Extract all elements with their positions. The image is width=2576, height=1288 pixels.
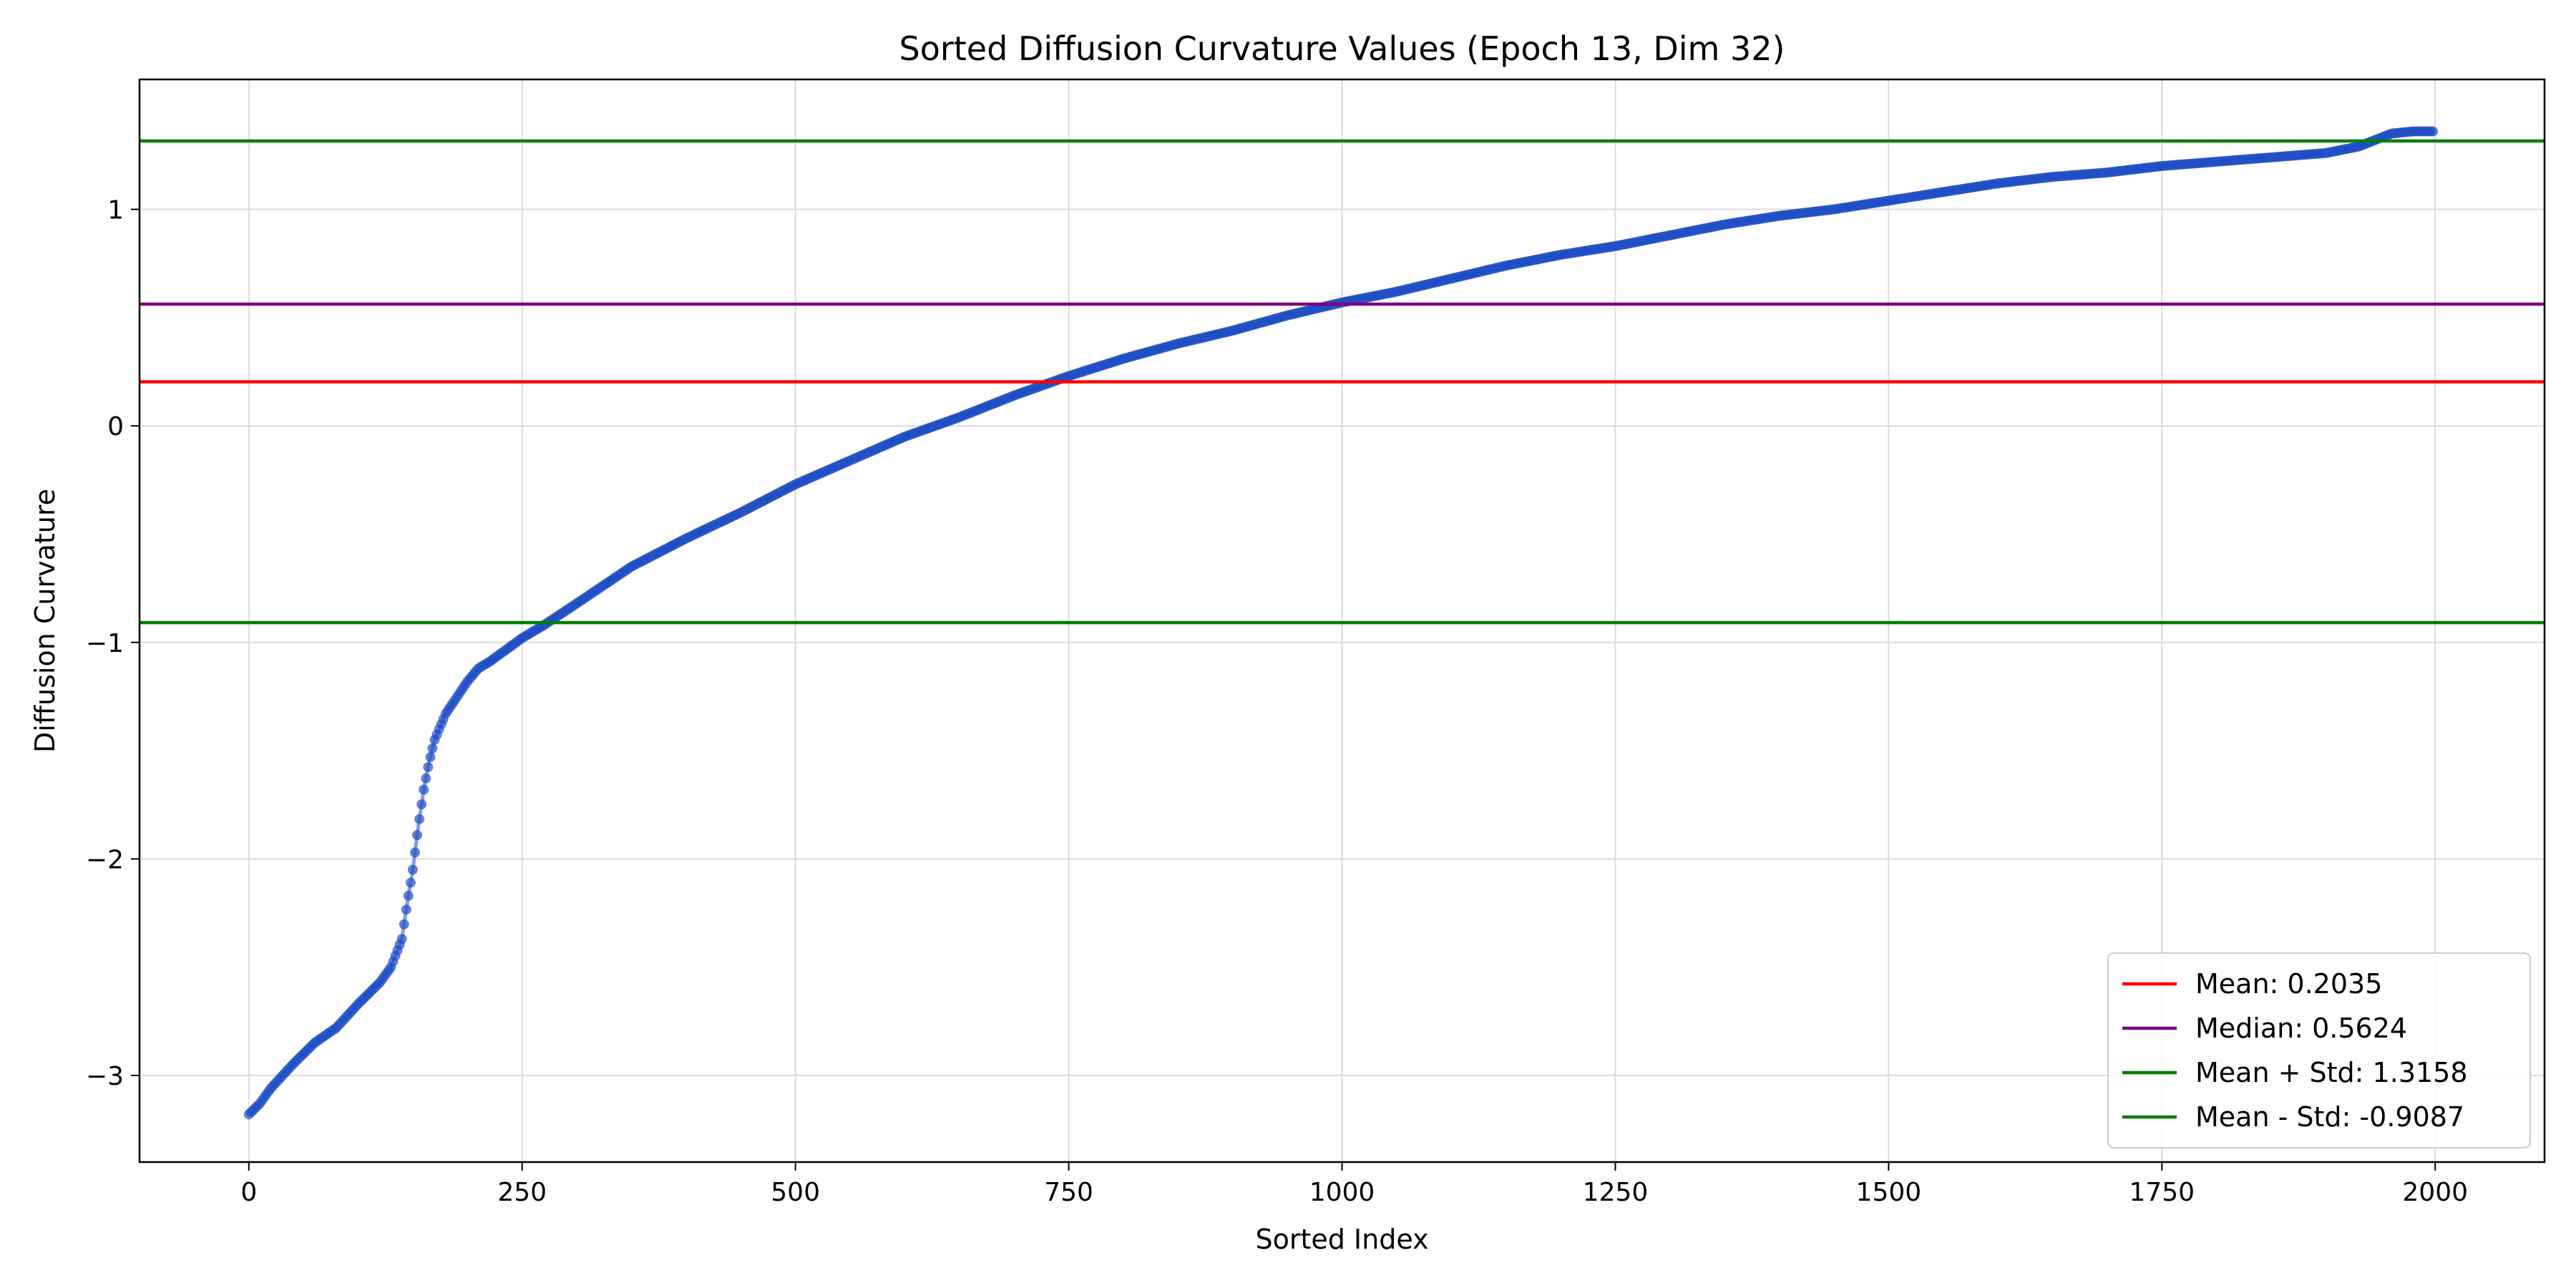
x-tick-label: 1250 bbox=[1583, 1178, 1649, 1207]
data-point bbox=[427, 743, 438, 753]
legend-label: Median: 0.5624 bbox=[2195, 1013, 2407, 1044]
x-tick-label: 1500 bbox=[1856, 1178, 1922, 1207]
tick-layer: 0 250 500 750 1000 1250 1500 1750 2000 −3 −2 −1 0 1 bbox=[86, 196, 2468, 1207]
legend-label: Mean - Std: -0.9087 bbox=[2195, 1101, 2464, 1133]
y-tick-label: 1 bbox=[107, 196, 124, 225]
legend-box bbox=[2107, 952, 2531, 1148]
data-point bbox=[403, 890, 414, 901]
data-point bbox=[2428, 126, 2439, 137]
y-tick-label: 0 bbox=[107, 412, 124, 441]
x-tick-label: 1750 bbox=[2129, 1178, 2195, 1207]
y-tick-label: −3 bbox=[86, 1062, 124, 1091]
data-point bbox=[421, 773, 431, 784]
data-point bbox=[407, 864, 418, 875]
data-layer bbox=[243, 126, 2439, 1120]
y-axis-label: Diffusion Curvature bbox=[29, 489, 61, 753]
legend-label: Mean + Std: 1.3158 bbox=[2195, 1057, 2468, 1088]
legend: Mean: 0.2035 Median: 0.5624 Mean + Std: 1.… bbox=[2107, 952, 2531, 1148]
y-tick-label: −1 bbox=[86, 629, 124, 658]
data-point bbox=[419, 784, 429, 795]
data-point bbox=[423, 762, 434, 773]
x-tick-label: 1000 bbox=[1309, 1178, 1375, 1207]
x-tick-label: 2000 bbox=[2402, 1178, 2468, 1207]
data-point bbox=[396, 934, 407, 945]
x-tick-label: 500 bbox=[771, 1178, 820, 1207]
x-tick-label: 250 bbox=[497, 1178, 547, 1207]
x-tick-label: 750 bbox=[1044, 1178, 1093, 1207]
data-point bbox=[399, 919, 409, 930]
data-point bbox=[410, 847, 420, 858]
chart-title: Sorted Diffusion Curvature Values (Epoch… bbox=[899, 29, 1785, 68]
legend-label: Mean: 0.2035 bbox=[2195, 968, 2382, 1000]
data-point bbox=[425, 752, 436, 763]
x-tick-label: 0 bbox=[240, 1178, 257, 1207]
y-tick-label: −2 bbox=[86, 845, 124, 874]
data-point bbox=[414, 814, 425, 824]
data-point bbox=[416, 799, 427, 810]
x-axis-label: Sorted Index bbox=[1255, 1224, 1428, 1255]
data-point bbox=[401, 904, 411, 915]
reference-lines bbox=[140, 139, 2545, 625]
data-point bbox=[405, 877, 416, 888]
data-point bbox=[412, 830, 422, 841]
